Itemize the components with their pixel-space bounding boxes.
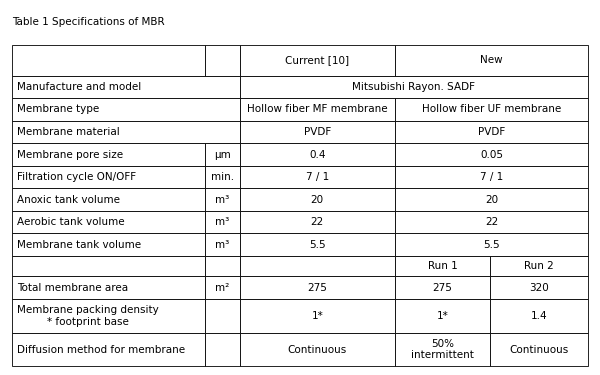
Text: m²: m² <box>215 283 229 292</box>
Bar <box>12 276 205 299</box>
Bar <box>395 299 490 333</box>
Bar <box>205 166 239 188</box>
Bar <box>239 143 395 166</box>
Text: Membrane pore size: Membrane pore size <box>17 150 123 159</box>
Text: 1*: 1* <box>437 311 448 321</box>
Text: 5.5: 5.5 <box>483 240 500 249</box>
Bar <box>395 276 490 299</box>
Text: Hollow fiber MF membrane: Hollow fiber MF membrane <box>247 105 388 114</box>
Text: Run 1: Run 1 <box>428 261 457 271</box>
Text: m³: m³ <box>215 217 229 227</box>
Bar <box>12 121 239 143</box>
Text: Membrane type: Membrane type <box>17 105 99 114</box>
Bar <box>490 299 588 333</box>
Bar <box>239 76 588 98</box>
Bar <box>12 233 205 256</box>
Bar <box>395 188 588 211</box>
Text: Aerobic tank volume: Aerobic tank volume <box>17 217 124 227</box>
Text: 20: 20 <box>485 195 498 204</box>
Bar <box>395 166 588 188</box>
Bar <box>395 211 588 233</box>
Text: min.: min. <box>211 172 234 182</box>
Bar <box>12 166 205 188</box>
Bar <box>239 45 395 76</box>
Text: 5.5: 5.5 <box>309 240 326 249</box>
Bar <box>12 45 205 76</box>
Text: Membrane packing density
* footprint base: Membrane packing density * footprint bas… <box>17 305 158 327</box>
Text: PVDF: PVDF <box>478 127 505 137</box>
Bar <box>239 98 395 121</box>
Bar <box>395 256 490 276</box>
Text: Diffusion method for membrane: Diffusion method for membrane <box>17 345 185 354</box>
Bar <box>239 333 395 366</box>
Bar <box>12 333 205 366</box>
Text: Run 2: Run 2 <box>524 261 554 271</box>
Text: 320: 320 <box>529 283 549 292</box>
Bar <box>395 233 588 256</box>
Text: Mitsubishi Rayon. SADF: Mitsubishi Rayon. SADF <box>352 82 475 92</box>
Bar <box>490 276 588 299</box>
Bar <box>12 98 239 121</box>
Bar <box>490 333 588 366</box>
Text: μm: μm <box>214 150 230 159</box>
Bar <box>395 121 588 143</box>
Text: m³: m³ <box>215 195 229 204</box>
Bar <box>395 143 588 166</box>
Text: 275: 275 <box>307 283 327 292</box>
Bar <box>239 188 395 211</box>
Bar <box>205 143 239 166</box>
Bar <box>12 143 205 166</box>
Text: Manufacture and model: Manufacture and model <box>17 82 141 92</box>
Text: Current [10]: Current [10] <box>285 56 349 65</box>
Bar <box>205 299 239 333</box>
Bar <box>12 299 205 333</box>
Bar <box>490 256 588 276</box>
Bar <box>239 299 395 333</box>
Bar <box>12 211 205 233</box>
Bar <box>205 276 239 299</box>
Text: 1.4: 1.4 <box>531 311 547 321</box>
Bar <box>239 166 395 188</box>
Bar <box>205 333 239 366</box>
Text: PVDF: PVDF <box>304 127 331 137</box>
Text: 50%
intermittent: 50% intermittent <box>411 339 474 360</box>
Bar <box>239 211 395 233</box>
Text: Membrane material: Membrane material <box>17 127 119 137</box>
Text: New: New <box>480 56 503 65</box>
Text: Hollow fiber UF membrane: Hollow fiber UF membrane <box>422 105 561 114</box>
Text: Continuous: Continuous <box>509 345 569 354</box>
Bar <box>395 98 588 121</box>
Text: m³: m³ <box>215 240 229 249</box>
Bar <box>239 256 395 276</box>
Text: 0.4: 0.4 <box>309 150 326 159</box>
Text: 7 / 1: 7 / 1 <box>480 172 503 182</box>
Bar <box>239 121 395 143</box>
Bar <box>12 76 239 98</box>
Text: 20: 20 <box>311 195 324 204</box>
Text: 0.05: 0.05 <box>480 150 503 159</box>
Bar <box>205 211 239 233</box>
Text: Membrane tank volume: Membrane tank volume <box>17 240 141 249</box>
Bar <box>395 333 490 366</box>
Bar <box>239 233 395 256</box>
Bar <box>205 188 239 211</box>
Text: Anoxic tank volume: Anoxic tank volume <box>17 195 120 204</box>
Text: Total membrane area: Total membrane area <box>17 283 128 292</box>
Bar <box>205 256 239 276</box>
Bar <box>12 256 205 276</box>
Text: 22: 22 <box>311 217 324 227</box>
Text: Table 1 Specifications of MBR: Table 1 Specifications of MBR <box>12 17 164 27</box>
Text: Filtration cycle ON/OFF: Filtration cycle ON/OFF <box>17 172 136 182</box>
Text: Continuous: Continuous <box>287 345 347 354</box>
Bar <box>12 188 205 211</box>
Text: 7 / 1: 7 / 1 <box>305 172 329 182</box>
Text: 1*: 1* <box>311 311 323 321</box>
Bar <box>205 233 239 256</box>
Bar <box>239 276 395 299</box>
Bar <box>205 45 239 76</box>
Bar <box>395 45 588 76</box>
Text: 22: 22 <box>485 217 498 227</box>
Text: 275: 275 <box>433 283 452 292</box>
